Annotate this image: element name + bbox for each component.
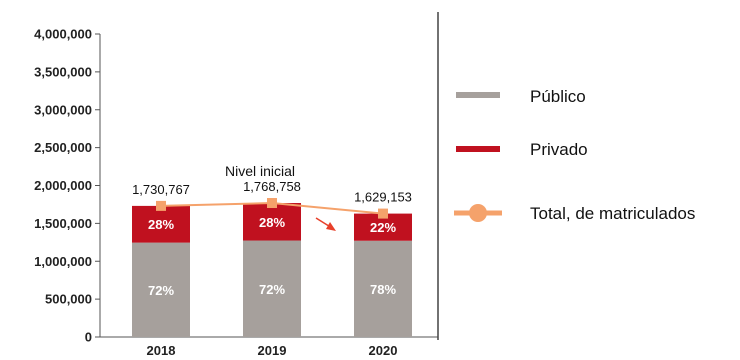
bar-privado (243, 203, 301, 241)
x-axis-ticks: 2018 2019 2020 (147, 343, 398, 358)
y-tick-label: 3,000,000 (34, 102, 92, 117)
annotation-label: Nivel inicial (225, 163, 295, 179)
legend-swatch-publico (456, 92, 500, 98)
y-tick-label: 2,000,000 (34, 178, 92, 193)
bars-group: 72% 28% 72% 28% 78% 22% (132, 203, 412, 337)
pct-label-privado: 22% (370, 220, 396, 235)
y-tick-label: 3,500,000 (34, 64, 92, 79)
bar-publico (243, 240, 301, 337)
y-tick-label: 4,000,000 (34, 27, 92, 42)
x-tick-label: 2020 (369, 343, 398, 358)
decrease-arrow (315, 217, 336, 231)
legend-item-total: Total, de matriculados (452, 201, 737, 225)
total-line-group: 1,730,767 1,768,758 1,629,153 (132, 179, 412, 219)
legend-item-privado: Privado (452, 137, 737, 161)
total-point (156, 200, 166, 211)
bar-publico (132, 242, 190, 337)
y-tick-label: 0 (85, 330, 92, 345)
x-tick-label: 2019 (258, 343, 287, 358)
legend-label-privado: Privado (530, 140, 588, 159)
x-tick-label: 2018 (147, 343, 176, 358)
pct-label-privado: 28% (148, 217, 174, 232)
legend-swatch-privado (456, 146, 500, 152)
pct-label-publico: 78% (370, 282, 396, 297)
pct-label-publico: 72% (148, 283, 174, 298)
legend-swatch-total (454, 204, 502, 222)
y-tick-label: 500,000 (45, 292, 92, 307)
legend-label-total: Total, de matriculados (530, 204, 696, 223)
legend-item-publico: Público (452, 84, 737, 108)
y-axis-ticks: 0 500,000 1,000,000 1,500,000 2,000,000 2,500… (34, 27, 100, 345)
y-tick-label: 1,000,000 (34, 254, 92, 269)
y-tick-label: 1,500,000 (34, 216, 92, 231)
total-value-label: 1,629,153 (354, 190, 412, 205)
bar-privado (132, 205, 190, 243)
y-tick-label: 2,500,000 (34, 140, 92, 155)
total-value-label: 1,730,767 (132, 182, 190, 197)
bar-publico (354, 240, 412, 337)
legend-label-publico: Público (530, 87, 586, 106)
total-value-label: 1,768,758 (243, 179, 301, 194)
pct-label-privado: 28% (259, 215, 285, 230)
total-point (378, 208, 388, 219)
pct-label-publico: 72% (259, 282, 285, 297)
total-point (267, 198, 277, 209)
arrow-head (326, 222, 336, 231)
